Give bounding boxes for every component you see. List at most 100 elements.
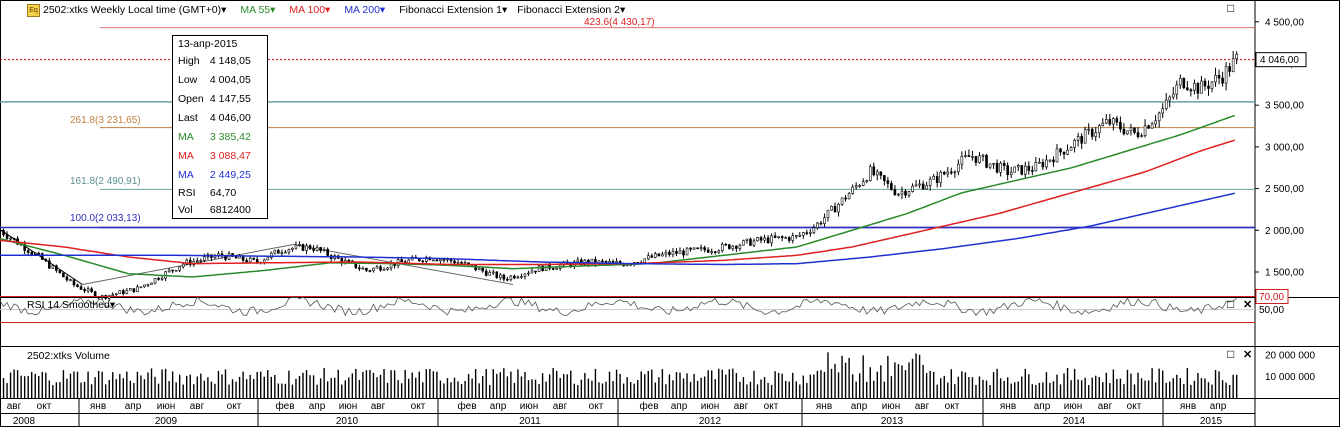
month-label: окт (227, 401, 242, 412)
price-candle-body (44, 259, 48, 262)
price-candle-body (819, 222, 823, 225)
price-candle-body (312, 248, 315, 251)
price-candle-body (199, 259, 203, 262)
price-candle-body (1016, 165, 1020, 168)
price-candle-body (1200, 80, 1203, 94)
price-candle-body (988, 163, 992, 168)
price-candle-body (897, 193, 900, 196)
price-candle-body (713, 251, 717, 253)
last-value-label: 4 046,00 (1260, 55, 1299, 66)
price-candle-body (375, 266, 379, 269)
symbol-selector[interactable]: 2502:xtks Weekly Local time (GMT+0)▾ (43, 4, 226, 16)
price-candle-body (777, 236, 780, 238)
price-candle-body (245, 260, 248, 263)
price-candle-body (805, 232, 809, 234)
price-candle-body (717, 250, 721, 253)
price-candle-body (520, 276, 523, 278)
price-candle-body (513, 275, 516, 279)
price-candle-body (745, 238, 749, 241)
rsi-level-box (1255, 289, 1289, 304)
price-candle-body (1186, 87, 1189, 91)
maximize-rsi-pane-button[interactable]: □ (1227, 297, 1235, 311)
price-candle-body (491, 271, 495, 274)
chevron-down-icon: ▾ (221, 4, 227, 16)
fib1-selector[interactable]: Fibonacci Extension 1▾ (399, 4, 507, 16)
tooltip-value: 3 088,47 (209, 150, 251, 162)
maximize-price-pane-button[interactable]: □ (1227, 1, 1235, 15)
rsi-axis-label: 70,00 (1259, 292, 1284, 303)
price-candle-body (114, 293, 118, 295)
price-candle-body (322, 249, 326, 251)
month-label: апр (125, 401, 142, 412)
price-candle-body (692, 247, 696, 250)
price-candle-body (650, 255, 654, 258)
price-candle-body (1108, 119, 1112, 125)
price-candle-body (361, 267, 365, 270)
rsi-pane-title[interactable]: RSI 14 Smoothed▾ (27, 299, 115, 311)
price-candle-body (477, 267, 481, 271)
price-candle-body (1038, 161, 1041, 164)
tooltip-last: Last 4 046,00 (178, 111, 251, 125)
price-candle-body (62, 272, 65, 278)
tooltip-date: 13-апр-2015 (178, 38, 238, 50)
tooltip-value: 4 148,05 (209, 55, 251, 67)
chevron-down-icon: ▾ (379, 4, 386, 16)
ma55-selector[interactable]: MA 55▾ (240, 4, 275, 16)
price-candle-body (710, 251, 714, 253)
price-candle-body (872, 166, 876, 176)
price-axis-label: 3 000,00 (1265, 142, 1304, 153)
price-candle-body (1087, 128, 1091, 131)
volume-axis-label: 10 000 000 (1265, 372, 1315, 383)
ma200-selector[interactable]: MA 200▾ (344, 4, 385, 16)
price-candle-body (294, 244, 298, 249)
price-candle-body (787, 237, 791, 241)
price-candle-body (1034, 162, 1038, 172)
price-candle-body (1140, 135, 1143, 137)
price-candle-body (854, 185, 858, 188)
price-candle-body (284, 251, 287, 254)
price-candle-body (1147, 125, 1150, 129)
price-candle-body (291, 247, 294, 250)
ma100-selector[interactable]: MA 100▾ (289, 4, 330, 16)
fib2-selector[interactable]: Fibonacci Extension 2▾ (517, 4, 625, 16)
price-candle-body (484, 270, 488, 276)
maximize-volume-pane-button[interactable]: □ (1227, 347, 1235, 361)
month-label: июн (701, 401, 720, 412)
price-candle-body (509, 275, 513, 280)
tooltip-key: Low (178, 74, 198, 86)
price-candle-body (1224, 66, 1228, 84)
close-rsi-pane-button[interactable]: ✕ (1243, 299, 1253, 311)
price-candle-body (1013, 166, 1017, 173)
ma100-label: MA 100 (289, 4, 326, 16)
tooltip-key: Open (178, 93, 204, 105)
price-candle-body (675, 251, 678, 254)
price-candle-body (1193, 83, 1196, 91)
rsi-line (0, 295, 1237, 317)
price-candle-body (794, 235, 798, 237)
price-candle-body (2, 230, 5, 236)
price-candle-body (879, 171, 883, 176)
rsi-axis-label: 50,00 (1259, 305, 1284, 316)
price-candle-body (421, 260, 425, 263)
price-candle-body (953, 171, 957, 174)
month-label: июн (339, 401, 358, 412)
price-candle-body (157, 278, 160, 280)
price-candle-body (840, 197, 844, 205)
price-candle-body (97, 296, 100, 299)
price-candle-body (1164, 99, 1168, 110)
price-candle-body (1221, 77, 1224, 84)
month-label: апр (1210, 401, 1227, 412)
price-candle-body (30, 252, 34, 255)
ma200-label: MA 200 (344, 4, 380, 16)
price-candle-body (576, 259, 580, 263)
price-candle-body (136, 286, 139, 293)
fib2-label: Fibonacci Extension 2 (517, 4, 620, 16)
month-label: апр (1034, 401, 1051, 412)
price-candle-body (826, 209, 830, 219)
price-candle-body (146, 284, 150, 286)
price-candle-body (5, 234, 9, 239)
price-candle-body (33, 252, 37, 255)
price-candle-body (379, 266, 382, 271)
close-volume-pane-button[interactable]: ✕ (1243, 349, 1253, 361)
year-label: 2010 (336, 416, 359, 427)
